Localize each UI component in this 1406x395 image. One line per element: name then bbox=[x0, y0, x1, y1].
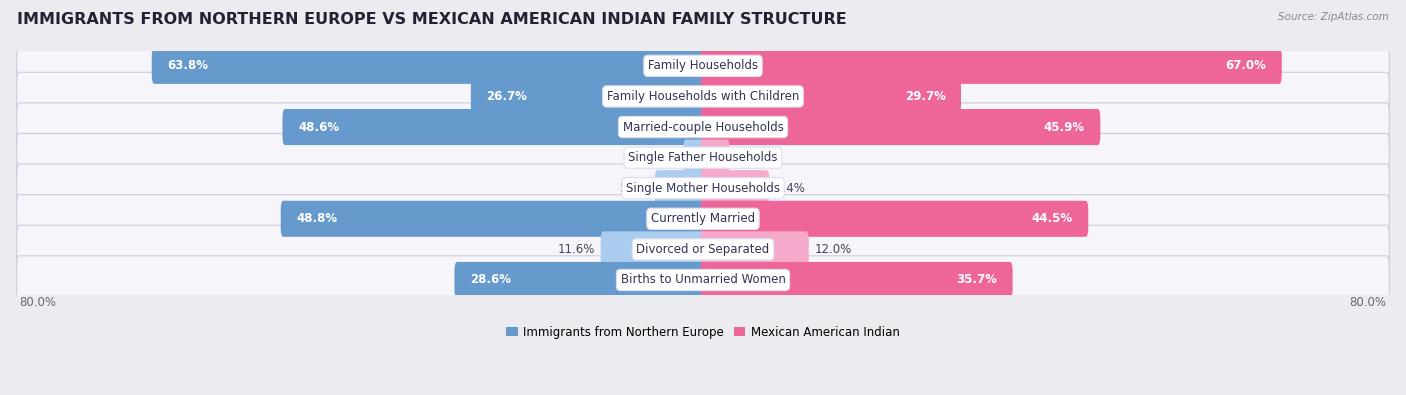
Text: 2.0%: 2.0% bbox=[647, 151, 678, 164]
Legend: Immigrants from Northern Europe, Mexican American Indian: Immigrants from Northern Europe, Mexican… bbox=[501, 321, 905, 343]
FancyBboxPatch shape bbox=[17, 164, 1389, 213]
Text: Single Mother Households: Single Mother Households bbox=[626, 182, 780, 195]
Text: Births to Unmarried Women: Births to Unmarried Women bbox=[620, 273, 786, 286]
FancyBboxPatch shape bbox=[17, 42, 1389, 90]
FancyBboxPatch shape bbox=[17, 256, 1389, 304]
Text: 2.8%: 2.8% bbox=[735, 151, 765, 164]
FancyBboxPatch shape bbox=[700, 201, 1088, 237]
FancyBboxPatch shape bbox=[655, 170, 706, 206]
Text: Family Households with Children: Family Households with Children bbox=[607, 90, 799, 103]
FancyBboxPatch shape bbox=[700, 139, 730, 176]
Text: 44.5%: 44.5% bbox=[1032, 212, 1073, 225]
FancyBboxPatch shape bbox=[17, 72, 1389, 120]
Text: Source: ZipAtlas.com: Source: ZipAtlas.com bbox=[1278, 12, 1389, 22]
FancyBboxPatch shape bbox=[17, 195, 1389, 243]
FancyBboxPatch shape bbox=[152, 48, 706, 84]
Text: 80.0%: 80.0% bbox=[1350, 296, 1386, 309]
FancyBboxPatch shape bbox=[700, 48, 1282, 84]
FancyBboxPatch shape bbox=[471, 78, 706, 115]
Text: 67.0%: 67.0% bbox=[1226, 59, 1267, 72]
Text: 29.7%: 29.7% bbox=[904, 90, 945, 103]
Text: Married-couple Households: Married-couple Households bbox=[623, 120, 783, 134]
FancyBboxPatch shape bbox=[700, 262, 1012, 298]
Text: 35.7%: 35.7% bbox=[956, 273, 997, 286]
Text: 48.6%: 48.6% bbox=[298, 120, 339, 134]
Text: IMMIGRANTS FROM NORTHERN EUROPE VS MEXICAN AMERICAN INDIAN FAMILY STRUCTURE: IMMIGRANTS FROM NORTHERN EUROPE VS MEXIC… bbox=[17, 12, 846, 27]
Text: 26.7%: 26.7% bbox=[486, 90, 527, 103]
Text: 12.0%: 12.0% bbox=[815, 243, 852, 256]
Text: Family Households: Family Households bbox=[648, 59, 758, 72]
Text: 80.0%: 80.0% bbox=[20, 296, 56, 309]
Text: 7.4%: 7.4% bbox=[775, 182, 806, 195]
FancyBboxPatch shape bbox=[700, 231, 808, 267]
Text: Currently Married: Currently Married bbox=[651, 212, 755, 225]
FancyBboxPatch shape bbox=[683, 139, 706, 176]
Text: Single Father Households: Single Father Households bbox=[628, 151, 778, 164]
FancyBboxPatch shape bbox=[283, 109, 706, 145]
FancyBboxPatch shape bbox=[700, 170, 769, 206]
FancyBboxPatch shape bbox=[17, 225, 1389, 274]
FancyBboxPatch shape bbox=[700, 109, 1101, 145]
Text: 45.9%: 45.9% bbox=[1043, 120, 1085, 134]
Text: 11.6%: 11.6% bbox=[557, 243, 595, 256]
Text: Divorced or Separated: Divorced or Separated bbox=[637, 243, 769, 256]
FancyBboxPatch shape bbox=[600, 231, 706, 267]
Text: 48.8%: 48.8% bbox=[297, 212, 337, 225]
Text: 5.3%: 5.3% bbox=[619, 182, 648, 195]
Text: 63.8%: 63.8% bbox=[167, 59, 208, 72]
Text: 28.6%: 28.6% bbox=[470, 273, 510, 286]
FancyBboxPatch shape bbox=[700, 78, 960, 115]
FancyBboxPatch shape bbox=[17, 134, 1389, 182]
FancyBboxPatch shape bbox=[17, 103, 1389, 151]
FancyBboxPatch shape bbox=[454, 262, 706, 298]
FancyBboxPatch shape bbox=[281, 201, 706, 237]
